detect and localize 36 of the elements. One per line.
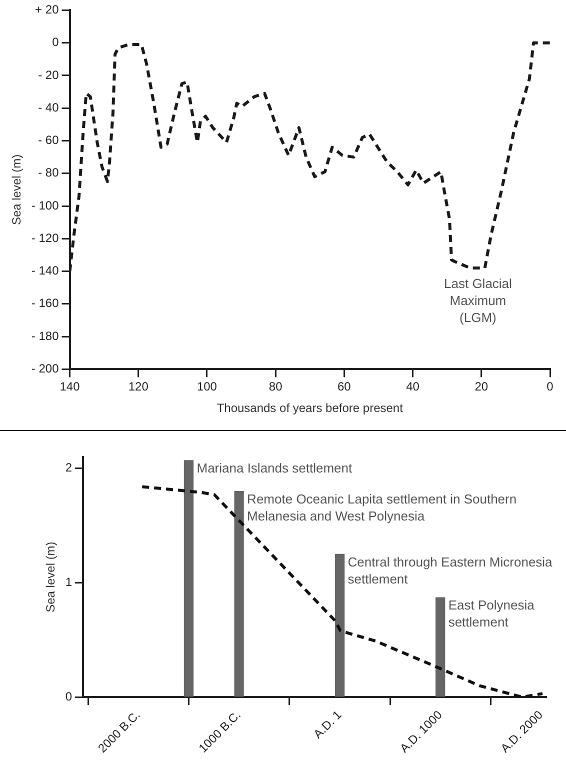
x-tick-label: 40: [406, 380, 420, 394]
x-tick-label: 0: [546, 380, 554, 394]
x-tick-label: A.D. 1: [310, 708, 344, 742]
annotation: Remote Oceanic Lapita settlement in Southern Melanesia and West Polynesia: [247, 491, 517, 524]
bar: [436, 597, 446, 697]
annotation: Mariana Islands settlement: [196, 460, 352, 476]
y-tick-label: - 40: [38, 100, 60, 114]
x-tick-label: 60: [338, 380, 352, 394]
x-tick-label: 140: [60, 380, 80, 394]
bar: [234, 490, 244, 697]
y-tick-label: 0: [52, 35, 60, 50]
annotation: Last Glacial Maximum (LGM): [444, 276, 512, 326]
y-tick-label: - 120: [31, 230, 60, 245]
annotation: East Polynesia settlement: [448, 598, 536, 630]
bar: [334, 554, 345, 697]
y-tick-label: - 80: [38, 166, 60, 180]
x-tick-label: 100: [196, 380, 218, 394]
y-tick-label: - 140: [31, 264, 60, 278]
y-tick-label: 0: [65, 689, 72, 704]
y-tick-label: + 20: [35, 2, 60, 17]
y-axis-title: Sea level (m): [44, 542, 58, 612]
x-tick-label: 80: [268, 380, 283, 394]
y-tick-label: - 200: [31, 362, 60, 376]
y-tick-label: - 20: [38, 68, 60, 82]
annotation: Central through Eastern Micronesia settlement: [348, 554, 554, 586]
y-tick-label: 1: [65, 575, 72, 590]
bar: [184, 460, 194, 697]
y-tick-label: - 100: [31, 198, 60, 212]
x-tick-label: 20: [474, 380, 488, 394]
x-tick-label: 120: [128, 380, 149, 394]
y-tick-label: - 180: [31, 328, 60, 343]
x-axis-title: Thousands of years before present: [216, 401, 404, 416]
y-tick-label: - 60: [38, 133, 60, 148]
y-axis-title: Sea level (m): [10, 154, 24, 226]
y-tick-label: - 160: [31, 296, 60, 310]
y-tick-label: 2: [65, 460, 72, 475]
